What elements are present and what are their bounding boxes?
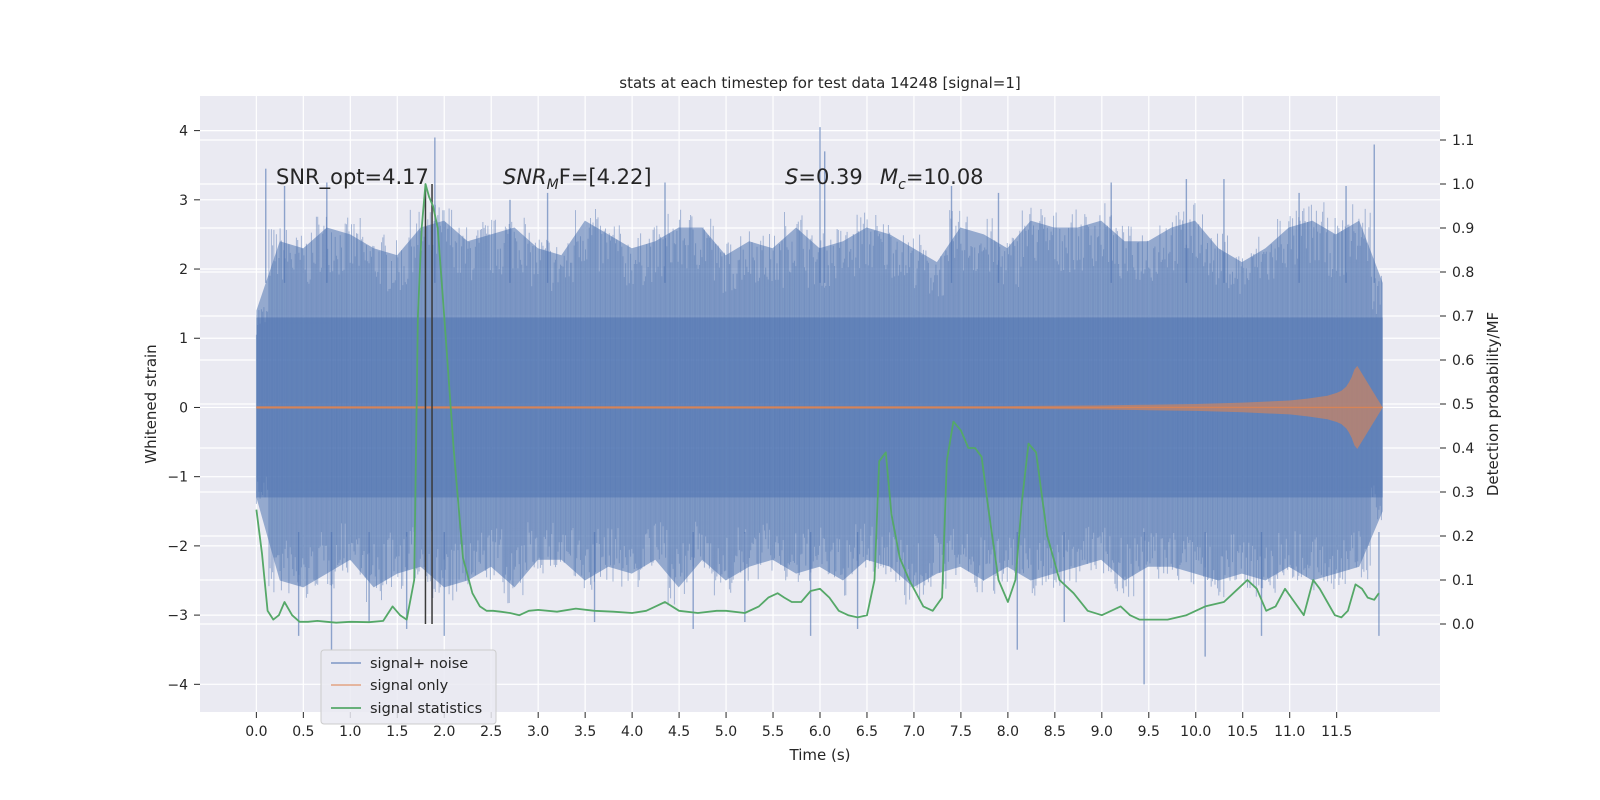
y-right-tick-label: 0.4 xyxy=(1452,441,1474,457)
y-right-tick-label: 0.7 xyxy=(1452,309,1474,325)
annotation-s-rest: =0.39 xyxy=(798,165,862,189)
y-left-tick-label: 1 xyxy=(179,331,188,347)
x-tick-label: 6.0 xyxy=(809,724,831,740)
signal-statistics-line xyxy=(255,183,1380,624)
x-tick-label: 11.0 xyxy=(1274,724,1305,740)
legend-label-signal-plus-noise: signal+ noise xyxy=(370,656,468,672)
x-tick-label: 9.5 xyxy=(1138,724,1160,740)
x-tick-label: 7.5 xyxy=(950,724,972,740)
y-axis-left-label: Whitened strain xyxy=(142,344,160,463)
x-tick-label: 1.5 xyxy=(386,724,408,740)
chart-title: stats at each timestep for test data 142… xyxy=(619,74,1020,92)
y-axis-left-ticks: −4 −3 −2 −1 0 1 2 3 4 xyxy=(167,124,200,693)
x-tick-label: 4.0 xyxy=(621,724,643,740)
y-right-tick-label: 0.3 xyxy=(1452,485,1474,501)
y-left-tick-label: −4 xyxy=(167,677,188,693)
annotation-mc: Mc=10.08 xyxy=(880,165,984,193)
x-tick-label: 0.5 xyxy=(292,724,314,740)
x-tick-label: 10.5 xyxy=(1227,724,1258,740)
x-tick-label: 2.0 xyxy=(433,724,455,740)
series-signal-only xyxy=(256,365,1383,449)
legend-label-signal-only: signal only xyxy=(370,678,449,694)
x-tick-label: 2.5 xyxy=(480,724,502,740)
y-axis-right-label: Detection probability/MF xyxy=(1484,312,1502,496)
x-tick-label: 11.5 xyxy=(1321,724,1352,740)
legend: signal+ noise signal only signal statist… xyxy=(320,649,497,725)
legend-box xyxy=(320,649,497,725)
x-tick-label: 5.0 xyxy=(715,724,737,740)
x-tick-label: 8.5 xyxy=(1044,724,1066,740)
annotation-snr-mf-main: SNR xyxy=(503,165,547,189)
x-tick-label: 3.0 xyxy=(527,724,549,740)
series-signal-statistics xyxy=(255,183,1380,624)
y-left-tick-label: −1 xyxy=(167,470,188,486)
annotation-mc-sub: c xyxy=(898,177,906,193)
y-right-tick-label: 1.0 xyxy=(1452,177,1474,193)
y-axis-right-ticks: 0.0 0.1 0.2 0.3 0.4 0.5 0.6 0.7 0.8 0.9 1.0 1.1 xyxy=(1440,133,1474,633)
y-right-tick-label: 1.1 xyxy=(1452,133,1474,149)
x-tick-label: 5.5 xyxy=(762,724,784,740)
x-tick-label: 1.0 xyxy=(339,724,361,740)
y-right-tick-label: 0.2 xyxy=(1452,529,1474,545)
x-tick-label: 9.0 xyxy=(1091,724,1113,740)
annotation-snr-mf: SNRMF=[4.22] xyxy=(503,165,652,193)
y-left-tick-label: −3 xyxy=(167,608,188,624)
x-tick-label: 4.5 xyxy=(668,724,690,740)
legend-label-signal-statistics: signal statistics xyxy=(370,701,482,717)
annotation-mc-rest: =10.08 xyxy=(906,165,984,189)
x-axis-ticks: 0.0 0.5 1.0 1.5 2.0 2.5 3.0 3.5 4.0 4.5 5.0 5.5 6.0 6… xyxy=(245,712,1352,740)
y-right-tick-label: 0.9 xyxy=(1452,221,1474,237)
x-tick-label: 6.5 xyxy=(856,724,878,740)
x-tick-label: 10.0 xyxy=(1180,724,1211,740)
annotation-snr-opt: SNR_opt=4.17 xyxy=(276,165,429,190)
vertical-markers xyxy=(424,184,433,624)
annotation-snr-mf-sub: M xyxy=(547,177,559,193)
y-left-tick-label: 2 xyxy=(179,262,188,278)
annotation-snr-mf-rest: F=[4.22] xyxy=(559,165,652,189)
x-axis-label: Time (s) xyxy=(789,746,851,764)
y-right-tick-label: 0.8 xyxy=(1452,265,1474,281)
annotation-s-main: S xyxy=(785,165,798,189)
x-tick-label: 7.0 xyxy=(903,724,925,740)
x-tick-label: 3.5 xyxy=(574,724,596,740)
y-left-tick-label: 3 xyxy=(179,193,188,209)
x-tick-label: 8.0 xyxy=(997,724,1019,740)
annotation-mc-main: M xyxy=(880,165,898,189)
annotation-s: S=0.39 xyxy=(785,165,863,189)
y-left-tick-label: 4 xyxy=(179,124,188,140)
y-right-tick-label: 0.6 xyxy=(1452,353,1474,369)
x-tick-label: 0.0 xyxy=(245,724,267,740)
noise-trace xyxy=(255,202,1382,606)
y-right-tick-label: 0.1 xyxy=(1452,573,1474,589)
y-left-tick-label: −2 xyxy=(167,539,188,555)
y-right-tick-label: 0.0 xyxy=(1452,617,1474,633)
y-left-tick-label: 0 xyxy=(179,400,188,416)
y-right-tick-label: 0.5 xyxy=(1452,397,1474,413)
noise-envelope xyxy=(256,220,1383,588)
